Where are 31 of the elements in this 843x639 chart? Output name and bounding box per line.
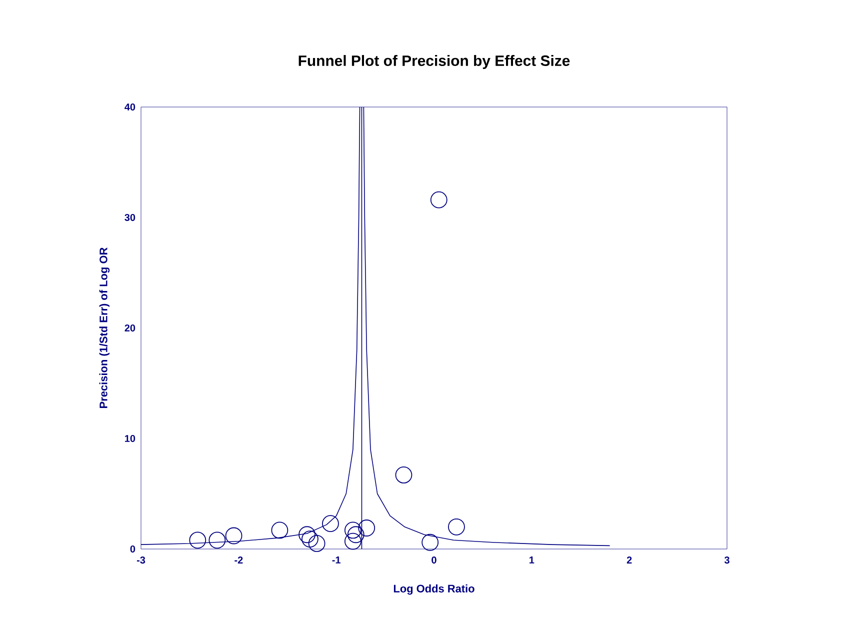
point [189, 532, 206, 549]
point [430, 191, 448, 208]
x-axis-title: Log Odds Ratio [394, 584, 474, 595]
x-tick-label: 0 [432, 556, 436, 564]
point [271, 522, 288, 539]
point [225, 527, 242, 544]
point [448, 518, 465, 536]
x-tick-label: 3 [724, 556, 730, 564]
point [344, 522, 362, 539]
y-tick-label: 20 [124, 324, 136, 332]
x-tick-label: 1 [530, 556, 534, 564]
point [422, 534, 439, 551]
point [344, 532, 362, 550]
point [358, 520, 376, 536]
point [395, 466, 412, 484]
y-tick-label: 0 [130, 545, 136, 553]
point [208, 532, 226, 549]
chart-title: Funnel Plot of Precision by Effect Size [298, 55, 570, 69]
x-tick-label: 2 [626, 556, 632, 564]
point [298, 526, 316, 544]
x-tick-label: -1 [332, 556, 340, 564]
y-axis-title: Precision (1/Std Err) of Log OR [99, 248, 110, 408]
point [308, 535, 326, 552]
x-tick-label: -3 [136, 556, 146, 564]
point [322, 515, 339, 532]
point [302, 530, 318, 548]
y-tick-label: 10 [125, 434, 136, 442]
point [347, 526, 364, 544]
y-tick-label: 30 [124, 214, 136, 222]
y-tick-label: 40 [124, 103, 136, 111]
x-tick-label: -2 [234, 556, 243, 564]
